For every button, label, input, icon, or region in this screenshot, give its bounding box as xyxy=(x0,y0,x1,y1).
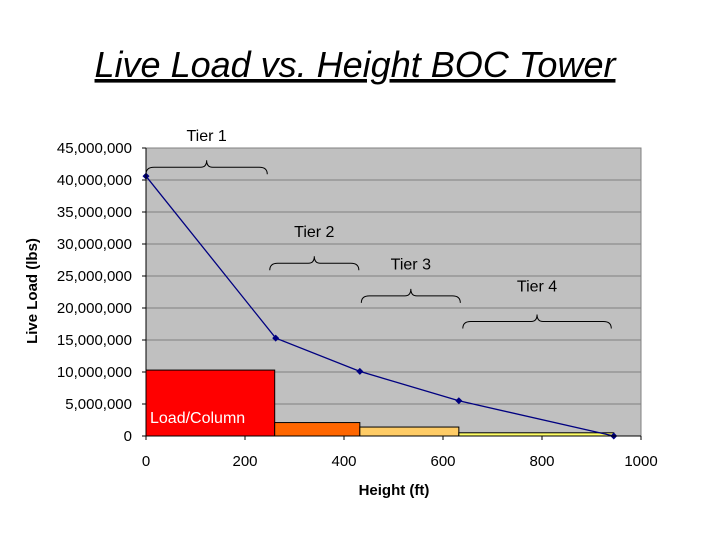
load-bar xyxy=(359,426,460,437)
x-tick-label: 600 xyxy=(430,453,455,470)
tier-label: Tier 3 xyxy=(391,257,431,274)
x-tick-label: 1000 xyxy=(624,453,657,470)
x-tick-label: 800 xyxy=(529,453,554,470)
y-tick-label: 25,000,000 xyxy=(57,268,132,285)
tier-brace xyxy=(145,160,268,175)
load-column-label: Load/Column xyxy=(150,410,245,427)
x-tick-label: 400 xyxy=(331,453,356,470)
y-tick-label: 40,000,000 xyxy=(57,172,132,189)
tier-brace xyxy=(462,314,612,329)
y-tick-label: 20,000,000 xyxy=(57,300,132,317)
y-tick-label: 10,000,000 xyxy=(57,364,132,381)
tier-label: Tier 4 xyxy=(517,278,557,295)
y-axis-label: Live Load (lbs) xyxy=(24,238,41,344)
data-point xyxy=(356,367,364,375)
x-axis-label: Height (ft) xyxy=(359,482,430,499)
y-tick-label: 45,000,000 xyxy=(57,140,132,157)
x-tick-label: 0 xyxy=(142,453,150,470)
chart-title: Live Load vs. Height BOC Tower xyxy=(95,44,618,85)
y-tick-label: 30,000,000 xyxy=(57,236,132,253)
y-tick-label: 35,000,000 xyxy=(57,204,132,221)
tier-brace xyxy=(269,256,360,271)
y-tick-label: 0 xyxy=(124,428,132,445)
x-tick-label: 200 xyxy=(232,453,257,470)
tier-label: Tier 1 xyxy=(186,128,226,145)
tier-brace xyxy=(360,288,461,303)
data-point xyxy=(272,334,280,342)
tier-label: Tier 2 xyxy=(294,224,334,241)
y-tick-label: 15,000,000 xyxy=(57,332,132,349)
data-point xyxy=(455,397,463,405)
y-tick-label: 5,000,000 xyxy=(65,396,132,413)
load-bar xyxy=(274,422,361,437)
